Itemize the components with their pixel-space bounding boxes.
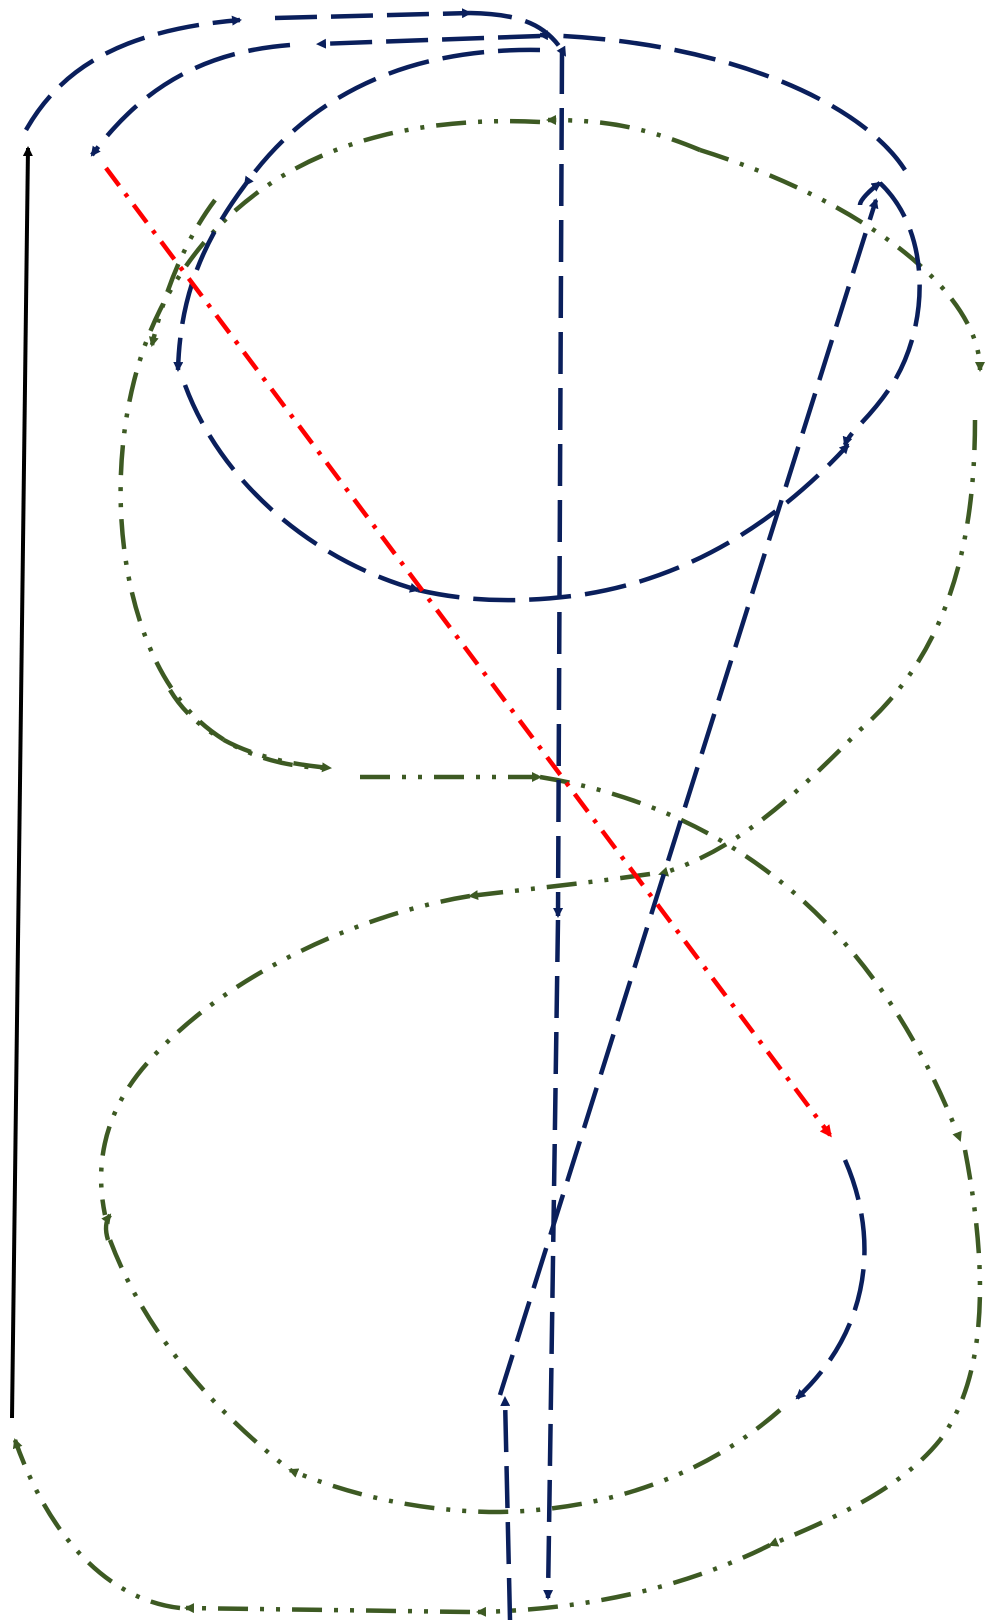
navy-upper-bowl-top-inner	[857, 181, 882, 206]
black-vertical-arrow	[10, 146, 33, 1419]
navy-upper-bowl-bottom	[182, 384, 420, 593]
olive-upper-ellipse-right-down	[658, 419, 978, 877]
navy-lower-hook	[795, 1159, 867, 1400]
red-diagonal	[104, 166, 832, 1138]
navy-top-outer-curve	[469, 10, 567, 57]
olive-upper-ellipse	[118, 118, 541, 771]
navy-upper-bowl-left	[243, 47, 541, 187]
olive-upper-ellipse-right-side	[699, 147, 985, 372]
navy-vertical-axis-lower	[543, 919, 561, 1600]
olive-lower-ellipse-left-lower	[107, 1239, 292, 1472]
olive-lower-ellipse-left-arrow	[101, 1213, 112, 1241]
navy-vertical-axis-upper	[553, 51, 565, 918]
olive-upper-ellipse-top-arrow-segment	[546, 115, 701, 153]
navy-top-outer-start	[24, 15, 242, 132]
navy-upper-bowl-outer-right	[842, 181, 922, 447]
olive-bottom-left-arc	[12, 1438, 181, 1611]
olive-lower-ellipse-left	[98, 893, 471, 1216]
navy-top-outer-mid	[274, 8, 472, 21]
navy-diagonal	[497, 198, 879, 1396]
olive-lower-ellipse-top	[468, 871, 651, 901]
navy-top-inner-left	[90, 42, 291, 157]
olive-right-outer-arc-lower	[768, 1149, 983, 1548]
olive-bottom-sweep	[476, 1542, 772, 1617]
navy-upper-bowl-bottom-right	[417, 443, 850, 603]
navy-top-inner-back	[316, 33, 541, 49]
olive-upper-ellipse-left-arrow-segment	[148, 198, 217, 347]
olive-right-outer-arc	[539, 774, 963, 1142]
navy-upper-bowl-right	[538, 30, 907, 172]
olive-bottom-straight	[184, 1603, 471, 1615]
navy-upper-bowl-left-down	[173, 183, 247, 372]
olive-lower-ellipse-bottom	[288, 1408, 782, 1515]
navy-bottom-up	[500, 1396, 513, 1621]
olive-upper-ellipse-bottom-left	[168, 688, 332, 773]
